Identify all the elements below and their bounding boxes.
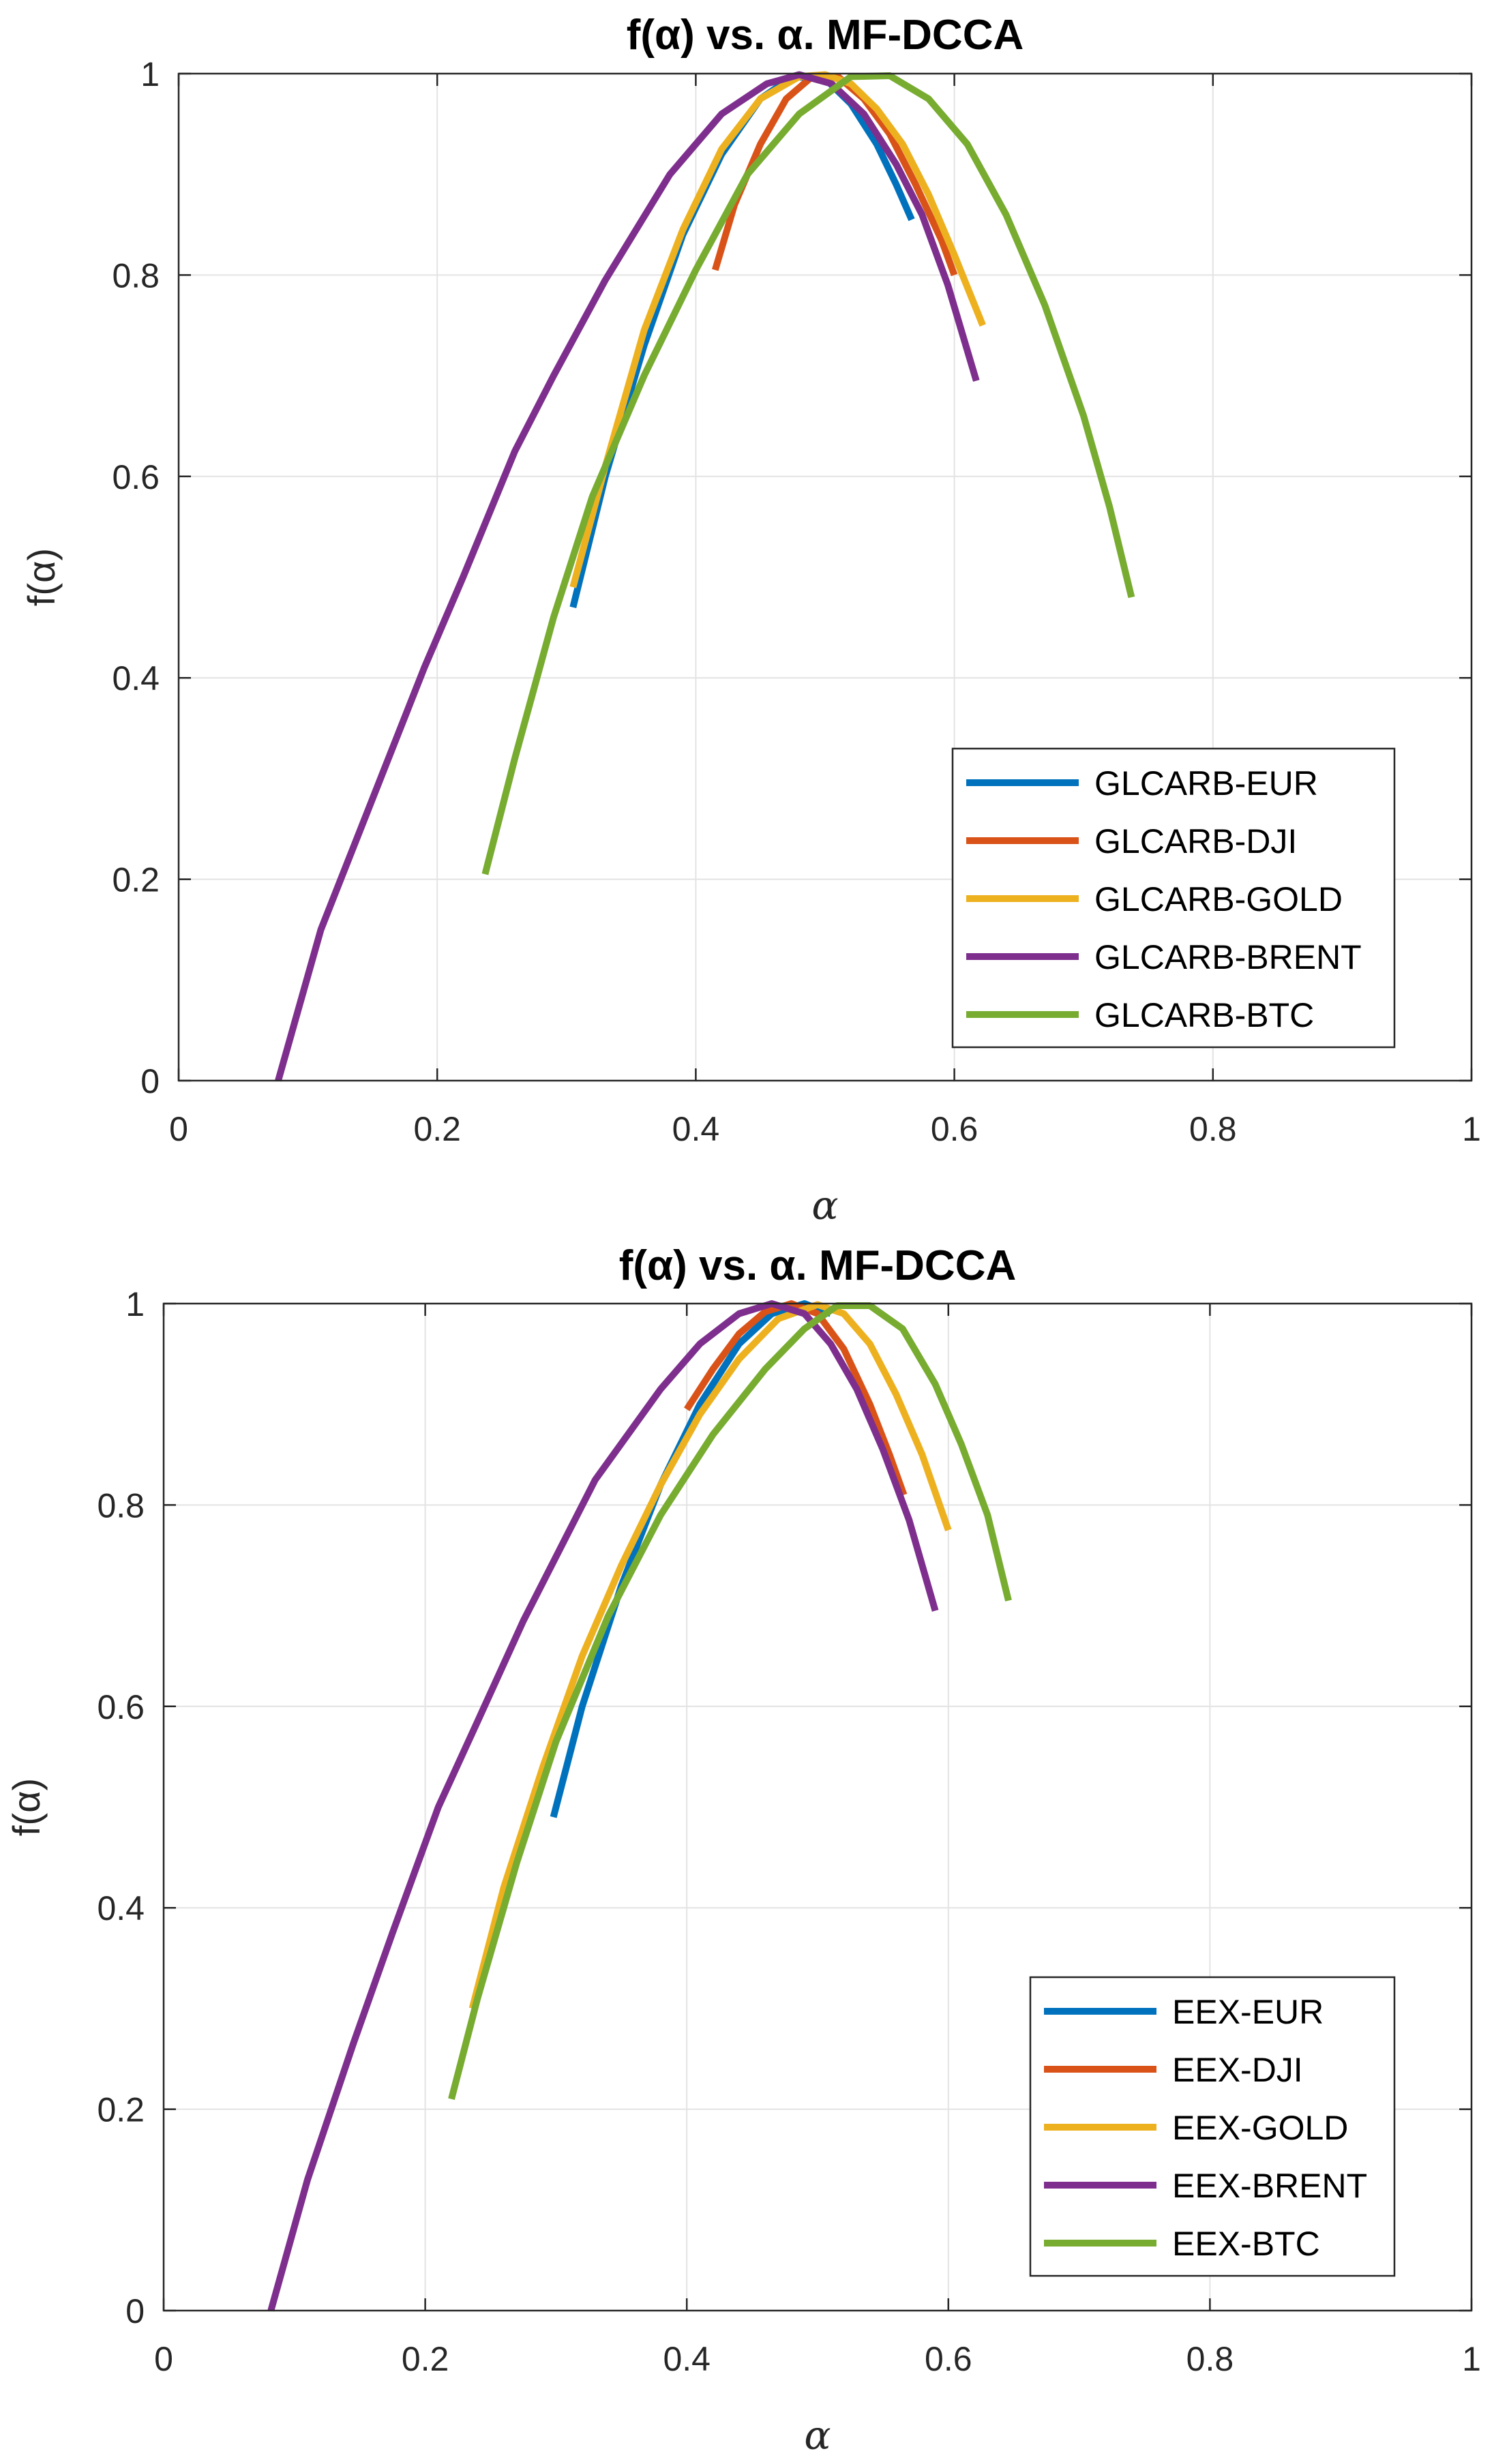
series-line-eex-gold [468,1301,952,2010]
x-tick-label: 0.8 [1189,1110,1237,1148]
legend-label-eex-btc: EEX-BTC [1172,2225,1320,2263]
y-tick-label: 0.6 [97,1688,145,1726]
y-tick-label: 0.4 [97,1889,145,1927]
y-tick-label: 0.8 [112,256,160,295]
series-line-eex-eur [550,1300,832,1818]
legend-label-eex-brent: EEX-BRENT [1172,2167,1367,2205]
legend-label-glcarb-btc: GLCARB-BTC [1094,996,1314,1034]
x-tick-label: 0 [169,1110,188,1148]
x-tick-label: 0.4 [663,2340,711,2378]
x-tick-label: 0.8 [1186,2340,1234,2378]
chart-bottom: 0 0.2 0.4 0.6 0.8 1 0 0.2 0.4 0.6 0.8 1 f(α) vs. α. … [5,1242,1481,2459]
x-axis-label: α [804,2412,831,2459]
x-tick-label: 0.2 [402,2340,449,2378]
legend-label-eex-dji: EEX-DJI [1172,2051,1303,2089]
y-tick-label: 0.2 [97,2091,145,2129]
y-tick-label: 0.4 [112,659,160,697]
y-tick-label: 0 [125,2292,145,2330]
x-tick-label: 0 [154,2340,173,2378]
chart-top: 0 0.2 0.4 0.6 0.8 1 0 0.2 0.4 0.6 0.8 1 f(α) vs. α. … [20,12,1481,1229]
legend-label-eex-gold: EEX-GOLD [1172,2109,1348,2147]
x-tick-label: 0.4 [672,1110,720,1148]
y-tick-label: 0.2 [112,861,160,899]
x-tick-label: 0.2 [413,1110,461,1148]
axes-box [177,72,1473,1082]
y-tick-label: 0.6 [112,458,160,496]
legend-label-glcarb-brent: GLCARB-BRENT [1094,938,1362,976]
legend: EEX-EUR EEX-DJI EEX-GOLD EEX-BRENT EEX-BTC [1029,1976,1396,2277]
x-tick-label: 1 [1462,2340,1481,2378]
y-tick-label: 1 [140,55,160,93]
series-line-glcarb-gold [569,71,986,588]
y-tick-label: 0 [140,1062,160,1100]
series-line-glcarb-eur [569,73,915,608]
series-line-glcarb-brent [275,71,980,1082]
y-axis-label: f(α) [20,548,63,606]
chart-title: f(α) vs. α. MF-DCCA [627,12,1024,59]
legend: GLCARB-EUR GLCARB-DJI GLCARB-GOLD GLCARB-BR… [951,747,1396,1049]
series-line-glcarb-btc [481,72,1135,875]
y-tick-label: 0.8 [97,1486,145,1524]
axes-box [162,1302,1473,2312]
legend-label-eex-eur: EEX-EUR [1172,1993,1324,2031]
chart-title: f(α) vs. α. MF-DCCA [619,1242,1017,1289]
series-line-eex-btc [448,1302,1012,2101]
y-axis-label: f(α) [5,1778,48,1836]
series-line-eex-brent [267,1300,939,2312]
x-tick-label: 1 [1462,1110,1481,1148]
y-tick-label: 1 [125,1285,145,1323]
x-axis-label: α [811,1182,838,1229]
legend-label-glcarb-gold: GLCARB-GOLD [1094,880,1343,918]
x-tick-label: 0.6 [931,1110,978,1148]
x-tick-label: 0.6 [925,2340,972,2378]
legend-label-glcarb-dji: GLCARB-DJI [1094,822,1297,860]
legend-label-glcarb-eur: GLCARB-EUR [1094,764,1318,802]
